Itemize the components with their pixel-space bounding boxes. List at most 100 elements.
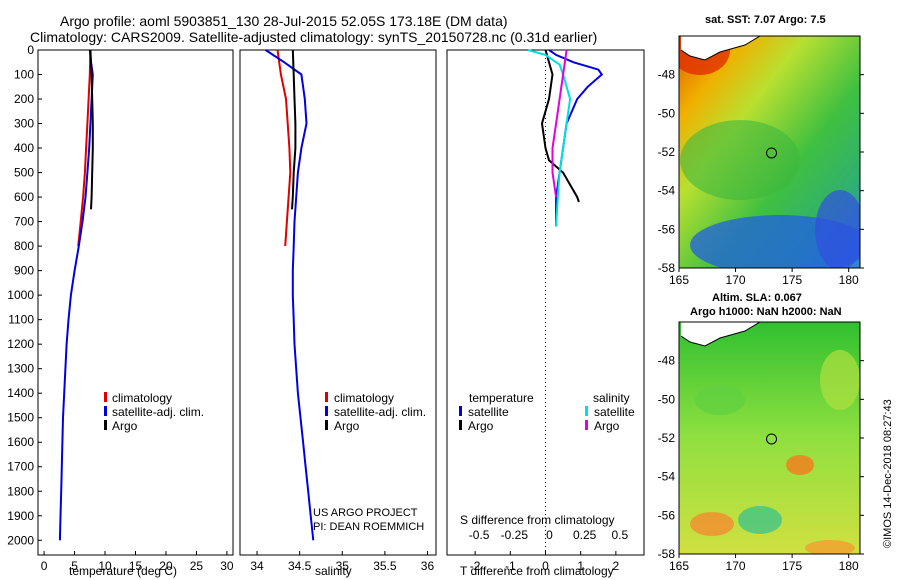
map-y-tick-label: -52 <box>658 431 676 445</box>
salinity-x-axis: 34 34.5 35 35.5 36 <box>250 551 434 573</box>
x-tick-label: 25 <box>190 559 204 573</box>
legend-label-climatology: climatology <box>112 391 172 405</box>
x-tick-label: -1 <box>505 559 516 573</box>
map-y-tick-label: -56 <box>658 508 676 522</box>
temperature-axes-box <box>37 49 234 556</box>
x-tick-label: 0 <box>542 559 549 573</box>
legend-swatch-climatology <box>325 392 328 402</box>
map-x-tick-label: 180 <box>839 273 859 287</box>
legend-swatch-t-satellite <box>459 406 462 416</box>
map-x-tick-label: 165 <box>669 273 689 287</box>
x-tick-label-top: 0.5 <box>612 528 629 542</box>
sst-land-mass <box>681 36 760 60</box>
map-x-tick-label: 170 <box>726 273 746 287</box>
x-tick-label: 5 <box>71 559 78 573</box>
legend-swatch-climatology <box>104 392 107 402</box>
legend-label-argo: Argo <box>334 419 360 433</box>
map-x-tick-label: 165 <box>669 559 689 573</box>
legend-swatch-satellite <box>104 406 107 416</box>
depth-tick-label: 700 <box>14 215 34 229</box>
map-y-tick-label: -50 <box>658 106 676 120</box>
depth-tick-label: 1700 <box>7 460 34 474</box>
depth-tick-label: 1400 <box>7 386 34 400</box>
credit-project: US ARGO PROJECT <box>313 507 418 519</box>
legend-label-s-satellite: satellite <box>594 405 635 419</box>
salinity-series <box>265 49 315 541</box>
difference-xlabel: T difference from climatology <box>460 564 614 578</box>
legend-header-temperature: temperature <box>469 391 534 405</box>
sla-high-patch <box>690 512 734 536</box>
series-line-s-satellite <box>527 49 572 227</box>
map-y-tick-label: -58 <box>658 261 676 275</box>
series-line-t-argo <box>540 49 580 203</box>
sla-low-patch <box>738 506 782 534</box>
map-y-tick-label: -54 <box>658 470 676 484</box>
series-line-s-argo <box>551 49 568 198</box>
sst-heatmap <box>679 36 860 268</box>
difference-x-axis: -2 -1 0 1 2 -0.5 -0.25 0 0.25 0.5 <box>469 528 629 573</box>
depth-tick-label: 300 <box>14 117 34 131</box>
map-y-tick-label: -50 <box>658 392 676 406</box>
legend-label-t-satellite: satellite <box>468 405 509 419</box>
series-line-argo <box>89 49 94 210</box>
map-x-tick-label: 180 <box>839 559 859 573</box>
temperature-panel: 0100200300400500600700800900100011001200… <box>7 43 451 578</box>
x-tick-label: 10 <box>98 559 112 573</box>
depth-tick-label: 500 <box>14 166 34 180</box>
difference-legend: temperature salinity satellite Argo sate… <box>459 391 635 433</box>
map-y-tick-label: -48 <box>658 68 676 82</box>
x-tick-label-top: -0.5 <box>469 528 490 542</box>
depth-tick-label: 1500 <box>7 411 34 425</box>
figure-title-line1: Argo profile: aoml 5903851_130 28-Jul-20… <box>60 13 508 29</box>
legend-label-s-argo: Argo <box>594 419 620 433</box>
side-stamp: ©IMOS 14-Dec-2018 08:27:43 <box>882 399 894 548</box>
sla-argo-location-marker <box>766 433 778 445</box>
map-y-tick-label: -52 <box>658 145 676 159</box>
salinity-legend: climatology satellite-adj. clim. Argo <box>325 391 426 433</box>
temperature-legend: climatology satellite-adj. clim. Argo <box>104 391 204 433</box>
depth-tick-label: 400 <box>14 141 34 155</box>
legend-header-salinity: salinity <box>593 391 630 405</box>
x-tick-label: -2 <box>470 559 481 573</box>
depth-tick-label: 600 <box>14 190 34 204</box>
x-tick-label: 36 <box>421 559 435 573</box>
depth-tick-label: 1800 <box>7 484 34 498</box>
depth-tick-label: 1600 <box>7 435 34 449</box>
salinity-xlabel: salinity <box>315 564 352 578</box>
legend-swatch-s-satellite <box>585 406 588 416</box>
x-tick-label: 1 <box>577 559 584 573</box>
sla-land-mass <box>681 322 760 346</box>
legend-label-satellite: satellite-adj. clim. <box>112 405 204 419</box>
series-line-climatology <box>77 49 92 247</box>
sla-coastline <box>680 322 761 347</box>
map-y-tick-label: -56 <box>658 222 676 236</box>
map-y-tick-label: -58 <box>658 547 676 561</box>
depth-tick-label: 1100 <box>8 313 34 327</box>
temperature-x-axis: 0 5 10 15 20 25 30 <box>41 551 234 573</box>
x-tick-label: 20 <box>159 559 173 573</box>
depth-tick-label: 1900 <box>7 509 34 523</box>
sst-argo-location-marker <box>766 147 778 159</box>
map-y-tick-label: -54 <box>658 184 676 198</box>
x-tick-label: 34.5 <box>288 559 312 573</box>
legend-swatch-satellite <box>325 406 328 416</box>
temperature-xlabel: temperature (deg C) <box>69 564 177 578</box>
sla-map-y-axis: -48 -50 -52 -54 -56 -58 <box>658 354 864 561</box>
x-tick-label: 34 <box>250 559 264 573</box>
sla-high-patch <box>786 455 814 475</box>
sla-patch <box>820 350 860 410</box>
depth-tick-label: 2000 <box>7 533 34 547</box>
difference-series <box>527 49 604 555</box>
depth-tick-label: 800 <box>14 239 34 253</box>
legend-label-satellite: satellite-adj. clim. <box>334 405 426 419</box>
depth-tick-label: 1300 <box>7 362 34 376</box>
sla-map-title-line1: Altim. SLA: 0.067 <box>712 292 802 304</box>
temperature-series <box>58 49 94 541</box>
sla-map-x-axis: 165 170 175 180 <box>669 554 859 573</box>
depth-tick-label: 1000 <box>7 288 34 302</box>
x-tick-label: 0 <box>41 559 48 573</box>
sst-map-x-axis: 165 170 175 180 <box>669 268 859 287</box>
legend-swatch-argo <box>104 420 107 430</box>
legend-swatch-t-argo <box>459 420 462 430</box>
